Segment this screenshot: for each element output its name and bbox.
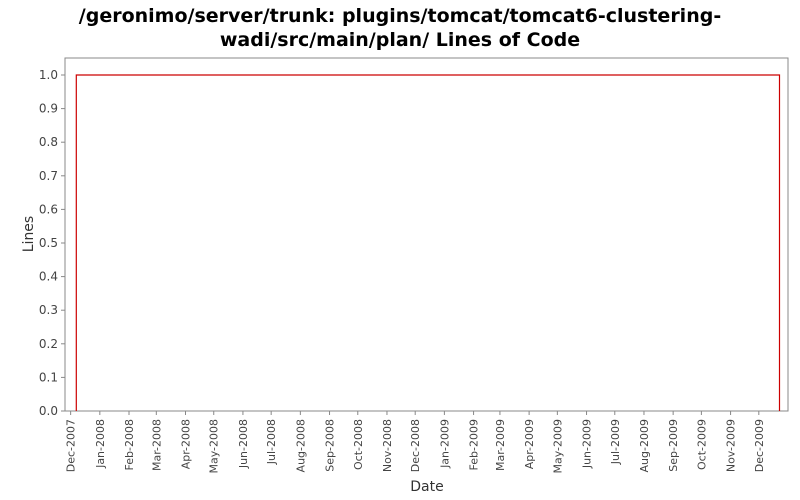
x-tick-label: Jun-2009 — [581, 419, 594, 469]
y-tick-label: 1.0 — [39, 68, 58, 82]
y-tick-label: 0.2 — [39, 337, 58, 351]
y-tick-label: 0.9 — [39, 102, 58, 116]
y-tick-label: 0.0 — [39, 404, 58, 418]
y-tick-label: 0.6 — [39, 202, 58, 216]
x-tick-label: Jan-2009 — [438, 419, 451, 469]
y-tick-label: 0.1 — [39, 370, 58, 384]
x-tick-label: Feb-2008 — [123, 419, 136, 470]
series-line-0 — [75, 74, 781, 411]
y-tick-label: 0.8 — [39, 135, 58, 149]
y-tick-label: 0.7 — [39, 169, 58, 183]
x-tick-label: Mar-2008 — [150, 419, 163, 471]
x-axis-label: Date — [410, 479, 443, 495]
x-tick-label: Jan-2008 — [94, 419, 107, 469]
x-axis: Dec-2007 Jan-2008 Feb-2008 Mar-2008 Apr-2008… — [65, 411, 766, 474]
x-tick-label: Dec-2008 — [409, 419, 422, 472]
series-layer — [75, 74, 781, 411]
chart-title-line-1: /geronimo/server/trunk: plugins/tomcat/t… — [78, 5, 722, 27]
x-tick-label: Apr-2009 — [523, 419, 536, 469]
x-tick-label: Mar-2009 — [494, 419, 507, 471]
x-tick-label: Feb-2009 — [468, 419, 481, 470]
x-tick-label: Jun-2008 — [237, 419, 250, 469]
x-tick-label: May-2008 — [208, 419, 221, 474]
plot-area — [64, 57, 789, 412]
x-tick-label: Jul-2009 — [609, 419, 622, 465]
x-tick-label: Sep-2009 — [667, 419, 680, 472]
x-tick-label: Apr-2008 — [180, 419, 193, 469]
x-tick-label: May-2009 — [551, 419, 564, 474]
x-tick-label: Nov-2008 — [381, 419, 394, 472]
x-tick-label: Dec-2009 — [753, 419, 766, 472]
x-tick-label: Oct-2009 — [695, 419, 708, 470]
chart-title: /geronimo/server/trunk: plugins/tomcat/t… — [0, 4, 800, 52]
y-axis: 0.0 0.1 0.2 0.3 0.4 0.5 0.6 0.7 0.8 0.9 1.0 — [39, 68, 65, 418]
y-axis-label: Lines — [21, 216, 37, 252]
chart-title-line-2: wadi/src/main/plan/ Lines of Code — [219, 29, 581, 51]
x-tick-label: Jul-2008 — [265, 419, 278, 465]
x-tick-label: Aug-2008 — [294, 419, 307, 472]
y-tick-label: 0.4 — [39, 270, 58, 284]
x-tick-label: Nov-2009 — [725, 419, 738, 472]
x-tick-label: Oct-2008 — [352, 419, 365, 470]
x-tick-label: Dec-2007 — [65, 419, 78, 472]
y-tick-label: 0.3 — [39, 303, 58, 317]
y-tick-label: 0.5 — [39, 236, 58, 250]
x-tick-label: Sep-2008 — [324, 419, 337, 472]
x-tick-label: Aug-2009 — [638, 419, 651, 472]
